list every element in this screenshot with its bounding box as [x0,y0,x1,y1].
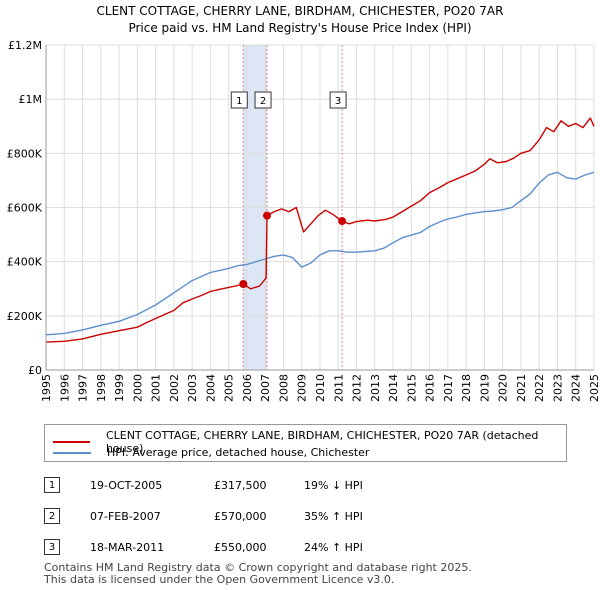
footer-licence: This data is licensed under the Open Gov… [44,573,395,586]
sale-number-box [329,91,347,109]
y-tick-label: £1.2M [8,39,42,52]
transaction-row: 3 18-MAR-2011 £550,000 24% ↑ HPI [44,539,564,561]
y-tick-label: £200K [7,310,43,323]
sale-number-label: 1 [236,96,242,107]
x-tick-label: 2020 [497,374,510,402]
sale-number-label: 3 [335,96,341,107]
sale-number-box [230,91,248,109]
transaction-date: 07-FEB-2007 [90,510,161,523]
x-tick-label: 1995 [40,374,53,402]
sale-point [239,280,248,289]
transaction-row: 2 07-FEB-2007 £570,000 35% ↑ HPI [44,508,564,530]
transaction-price: £317,500 [214,479,267,492]
x-tick-label: 2019 [478,374,491,402]
x-tick-label: 2008 [277,374,290,402]
x-tick-label: 1998 [95,374,108,402]
chart-subtitle: Price paid vs. HM Land Registry's House … [128,21,472,35]
legend-item-hpi: HPI: Average price, detached house, Chic… [53,446,369,459]
x-tick-label: 2025 [588,374,600,402]
x-tick-label: 2014 [387,374,400,402]
transaction-hpi-change: 19% ↓ HPI [304,479,363,492]
x-tick-label: 2000 [131,374,144,402]
x-tick-label: 2021 [515,374,528,402]
transaction-hpi-change: 24% ↑ HPI [304,541,363,554]
x-tick-label: 2003 [186,374,199,402]
y-tick-label: £600K [7,202,43,215]
legend-swatch-hpi [53,451,91,454]
x-tick-label: 1999 [113,374,126,402]
transaction-date: 18-MAR-2011 [90,541,165,554]
sale-number-box [254,91,272,109]
x-tick-label: 2017 [442,374,455,402]
x-tick-label: 2009 [296,374,309,402]
price-chart: £0 £200K £400K £600K £800K £1M £1.2M 1995 1996 19… [7,39,600,402]
footer-copyright: Contains HM Land Registry data © Crown c… [44,561,472,574]
y-tick-label: £0 [28,364,42,377]
transaction-number-badge: 1 [44,477,60,493]
sale-point [263,211,272,220]
chart-legend: CLENT COTTAGE, CHERRY LANE, BIRDHAM, CHI… [44,424,567,462]
y-tick-label: £800K [7,147,43,160]
transaction-price: £550,000 [214,541,267,554]
legend-item-property: CLENT COTTAGE, CHERRY LANE, BIRDHAM, CHI… [53,429,566,455]
x-tick-label: 2001 [150,374,163,402]
x-tick-label: 2023 [551,374,564,402]
transaction-number-badge: 3 [44,539,60,555]
legend-label-hpi: HPI: Average price, detached house, Chic… [107,446,370,459]
transaction-price: £570,000 [214,510,267,523]
x-tick-label: 2007 [259,374,272,402]
hpi-series-line [45,171,595,336]
y-tick-label: £1M [19,93,43,106]
x-tick-label: 2024 [570,374,583,402]
y-tick-label: £400K [7,256,43,269]
transaction-date: 19-OCT-2005 [90,479,163,492]
x-tick-label: 2022 [533,374,546,402]
legend-swatch-property [53,441,90,443]
legend-label-property: CLENT COTTAGE, CHERRY LANE, BIRDHAM, CHI… [105,429,539,455]
x-tick-label: 2011 [332,374,345,402]
x-tick-label: 2015 [405,374,418,402]
x-tick-label: 2004 [204,374,217,402]
transaction-number-badge: 2 [44,508,60,524]
x-tick-label: 1997 [77,374,90,402]
transaction-hpi-change: 35% ↑ HPI [304,510,363,523]
x-tick-label: 2006 [241,374,254,402]
sale-number-label: 2 [260,96,266,107]
x-tick-label: 2016 [424,374,437,402]
x-tick-label: 2013 [369,374,382,402]
x-tick-label: 2010 [314,374,327,402]
sale-point [338,217,347,226]
x-tick-label: 2002 [168,374,181,402]
transaction-row: 1 19-OCT-2005 £317,500 19% ↓ HPI [44,477,564,499]
x-tick-label: 2018 [460,374,473,402]
x-tick-label: 2005 [223,374,236,402]
x-tick-label: 1996 [58,374,71,402]
x-tick-label: 2012 [351,374,364,402]
chart-title: CLENT COTTAGE, CHERRY LANE, BIRDHAM, CHI… [96,4,504,18]
